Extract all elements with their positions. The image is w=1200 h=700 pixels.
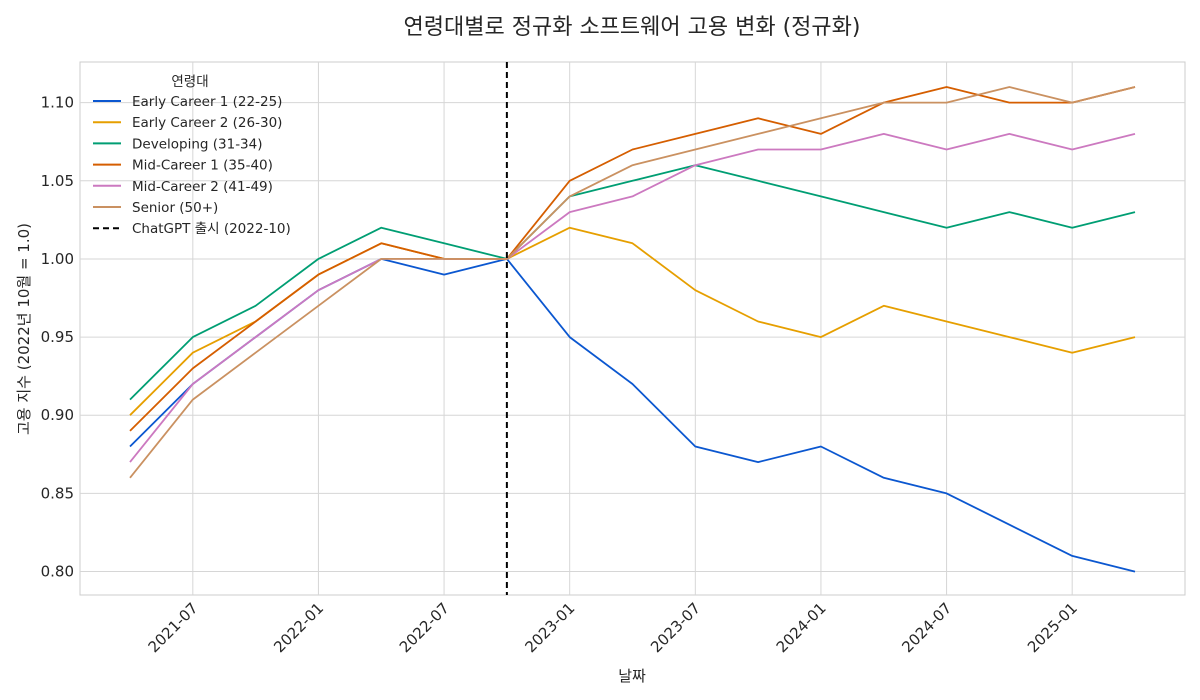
series-lines (129, 86, 1136, 573)
x-tick-label: 2022-01 (270, 599, 327, 656)
legend-label: Mid-Career 1 (35-40) (132, 158, 273, 174)
x-axis-label: 날짜 (618, 667, 646, 685)
chart-title: 연령대별로 정규화 소프트웨어 고용 변화 (정규화) (404, 15, 861, 40)
grid-lines (80, 62, 1185, 595)
y-axis-label: 고용 지수 (2022년 10월 = 1.0) (15, 223, 33, 435)
series-line-4 (129, 86, 1136, 432)
legend-label: Mid-Career 2 (41-49) (132, 179, 273, 195)
legend-label: Developing (31-34) (132, 136, 263, 152)
plot-area (79, 61, 1186, 596)
y-tick-label: 1.10 (41, 94, 74, 112)
x-tick-label: 2024-01 (773, 599, 830, 656)
legend-title: 연령대 (171, 74, 208, 90)
legend-label: Early Career 2 (26-30) (132, 115, 282, 131)
x-tick-label: 2021-07 (145, 599, 202, 656)
y-tick-label: 0.90 (41, 406, 74, 424)
series-line-6 (129, 86, 1136, 479)
y-tick-label: 1.00 (41, 250, 74, 268)
y-tick-label: 0.85 (41, 484, 74, 502)
y-tick-label: 0.80 (41, 563, 74, 581)
series-line-5 (129, 132, 1136, 463)
x-tick-label: 2024-07 (898, 599, 955, 656)
x-tick-label: 2023-01 (521, 599, 578, 656)
legend-label: Early Career 1 (22-25) (132, 94, 282, 110)
series-line-3 (129, 164, 1136, 401)
legend: 연령대 Early Career 1 (22-25) Early Career 2… (93, 74, 291, 237)
x-tick-label: 2025-01 (1024, 599, 1081, 656)
y-tick-label: 0.95 (41, 328, 74, 346)
x-axis-ticks: 2021-07 2022-01 2022-07 2023-01 2023-07 2024-… (145, 599, 1081, 656)
x-tick-label: 2023-07 (647, 599, 704, 656)
legend-label: Senior (50+) (132, 200, 218, 216)
x-tick-label: 2022-07 (396, 599, 453, 656)
legend-label: ChatGPT 출시 (2022-10) (132, 221, 291, 237)
y-axis-ticks: 0.80 0.85 0.90 0.95 1.00 1.05 1.10 (41, 94, 74, 581)
y-tick-label: 1.05 (41, 172, 74, 190)
